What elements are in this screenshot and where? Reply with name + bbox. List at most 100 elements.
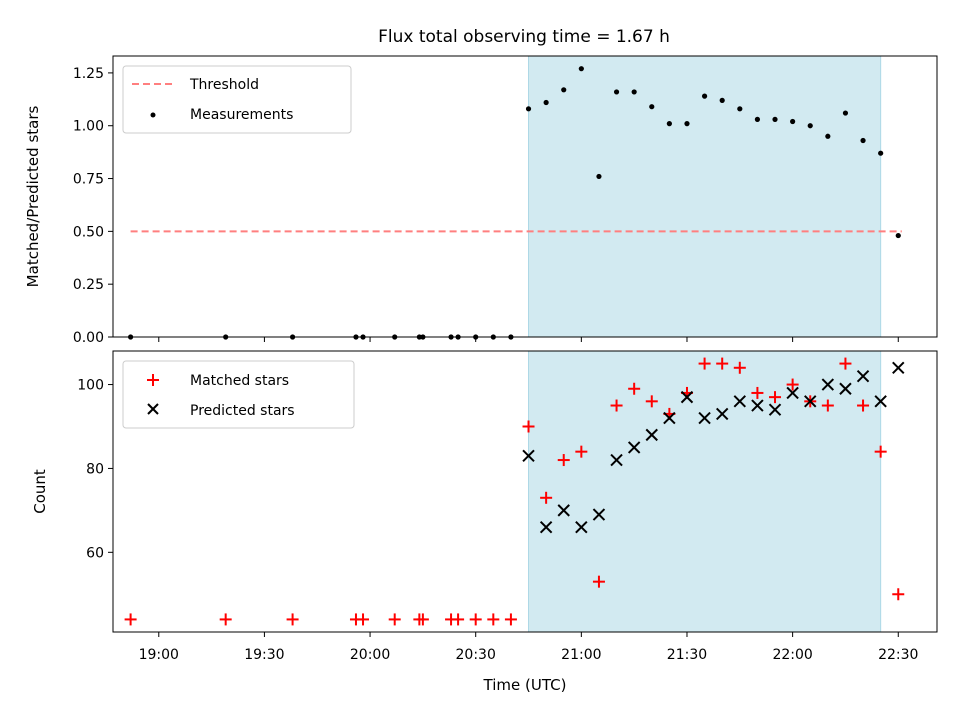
predicted-star-point [539, 520, 553, 534]
matched-star-point [540, 491, 553, 504]
matched-star-point [874, 445, 887, 458]
x-tick-label: 22:30 [878, 647, 918, 663]
measurement-point [737, 106, 743, 112]
measurement-point [649, 104, 655, 110]
matched-star-point [839, 357, 852, 370]
predicted-star-point [892, 361, 905, 374]
matched-star-point [124, 613, 137, 626]
matched-stars-points [124, 357, 905, 626]
matched-star-point [857, 399, 870, 412]
matched-star-point [557, 454, 570, 467]
x-tick-label: 20:30 [456, 647, 496, 663]
observing-span-top [528, 55, 882, 338]
legend-matched-swatch [147, 374, 159, 386]
measurement-point [666, 121, 672, 127]
x-tick-label: 22:00 [772, 647, 812, 663]
top-y-axis-label: Matched/Predicted stars [24, 106, 42, 288]
predicted-star-point [645, 428, 658, 442]
matched-star-point [452, 613, 465, 626]
bottom-legend: Matched stars Predicted stars [122, 360, 355, 429]
measurement-point [525, 106, 532, 112]
measurement-point [754, 116, 761, 122]
measurement-point [790, 118, 796, 125]
measurement-point [613, 89, 620, 95]
predicted-star-point [663, 411, 676, 425]
predicted-star-point [715, 407, 729, 421]
observing-span-bottom [528, 350, 882, 633]
legend-predicted-label: Predicted stars [190, 403, 295, 419]
matched-star-point [733, 361, 746, 374]
bottom-y-axis-label: Count [31, 469, 49, 514]
predicted-star-point [856, 369, 870, 383]
measurement-point [684, 121, 690, 127]
predicted-star-point [522, 449, 535, 463]
matched-star-point [716, 357, 729, 370]
matched-star-point [522, 420, 535, 433]
legend-measurements-swatch [150, 112, 156, 118]
top-y-ticks: 0.00 0.25 0.50 0.75 1.00 1.25 [73, 66, 113, 346]
matched-star-point [751, 386, 764, 399]
matched-star-point [469, 613, 482, 626]
bottom-x-ticks: 19:00 19:30 20:00 20:30 21:00 21:30 22:00 22:30 [139, 632, 918, 663]
matched-star-point [892, 588, 905, 601]
matched-star-point [487, 613, 500, 626]
legend-predicted-swatch [147, 403, 159, 415]
y-tick-label: 0.50 [73, 224, 104, 240]
predicted-star-point [733, 395, 747, 408]
measurement-point [807, 123, 813, 129]
matched-star-point [219, 613, 232, 626]
x-tick-label: 19:30 [244, 647, 284, 663]
measurement-point [596, 173, 602, 180]
measurement-point [561, 87, 567, 93]
predicted-stars-points [522, 361, 905, 534]
predicted-star-point [804, 395, 817, 408]
predicted-star-point [680, 390, 694, 404]
matched-star-point [416, 613, 429, 626]
predicted-star-point [768, 403, 782, 416]
predicted-star-point [592, 508, 606, 521]
top-panel: Flux total observing time = 1.67 h 0.00 0… [24, 27, 938, 346]
x-tick-label: 19:00 [139, 647, 179, 663]
legend-threshold-label: Threshold [189, 77, 259, 93]
predicted-star-point [786, 386, 799, 400]
predicted-star-point [839, 382, 852, 395]
bottom-panel: 60 80 100 19:00 19:30 20:00 20:30 21:00 21:30 22… [31, 350, 938, 694]
predicted-star-point [557, 504, 570, 517]
x-axis-label: Time (UTC) [483, 676, 567, 694]
top-axes-frame [112, 55, 938, 338]
measurement-point [895, 232, 901, 239]
measurement-point [701, 93, 708, 99]
legend-measurements-label: Measurements [190, 107, 293, 123]
predicted-star-point [821, 378, 835, 391]
predicted-star-point [751, 399, 764, 412]
bottom-legend-box [122, 360, 355, 429]
y-tick-label: 0.25 [73, 277, 104, 293]
measurement-point [860, 137, 866, 144]
bottom-y-ticks: 60 80 100 [77, 378, 113, 561]
matched-star-point [357, 613, 370, 626]
matched-star-point [388, 613, 401, 626]
y-tick-label: 0.75 [73, 172, 104, 188]
y-tick-label: 100 [77, 378, 104, 394]
measurement-point [772, 116, 778, 122]
measurement-point [543, 99, 549, 106]
x-tick-label: 21:30 [667, 647, 707, 663]
top-legend: Threshold Measurements [122, 65, 352, 134]
matched-star-point [645, 395, 658, 408]
matched-star-point [769, 391, 782, 404]
matched-star-point [286, 613, 299, 626]
matched-star-point [821, 399, 834, 412]
measurement-point [842, 110, 849, 116]
top-legend-box [122, 65, 352, 134]
predicted-star-point [698, 411, 711, 425]
matched-star-point [575, 445, 588, 458]
measurement-point [578, 66, 584, 72]
matched-star-point [786, 378, 799, 391]
matched-star-point [504, 613, 517, 626]
chart-title: Flux total observing time = 1.67 h [378, 27, 670, 47]
predicted-star-point [575, 520, 588, 534]
measurement-point [878, 150, 884, 156]
y-tick-label: 0.00 [73, 330, 104, 346]
matched-star-point [698, 357, 711, 370]
